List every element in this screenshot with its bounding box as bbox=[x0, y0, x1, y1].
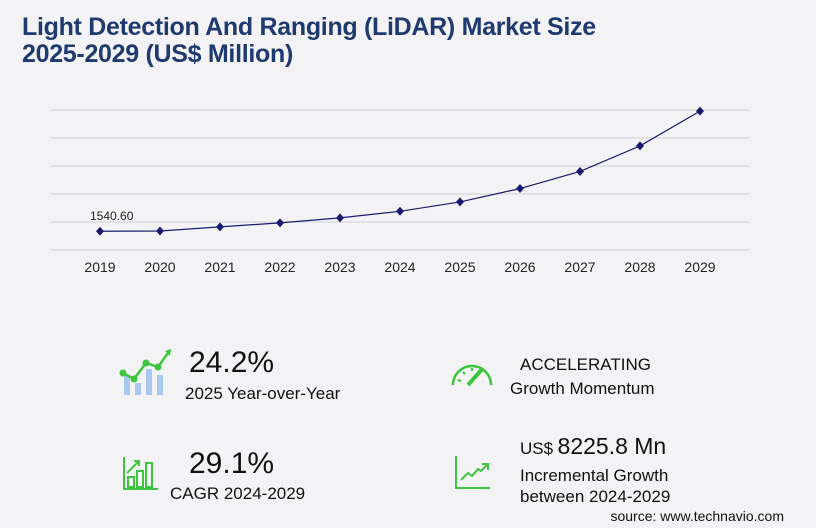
x-tick-label: 2022 bbox=[264, 259, 295, 275]
yoy-label: 2025 Year-over-Year bbox=[185, 384, 341, 403]
x-tick-label: 2025 bbox=[444, 259, 475, 275]
x-tick-label: 2020 bbox=[144, 259, 175, 275]
line-chart: 2019 1540.60 2020 2021 2022 2023 2024 2025 2026 2… bbox=[50, 106, 750, 275]
speedometer-icon bbox=[451, 364, 493, 387]
data-point bbox=[156, 226, 164, 236]
data-point bbox=[96, 226, 104, 236]
x-tick-label: 2019 bbox=[84, 259, 115, 275]
momentum-label: Growth Momentum bbox=[510, 379, 655, 398]
title-line-2: 2025-2029 (US$ Million) bbox=[22, 40, 293, 68]
x-tick-label: 2023 bbox=[324, 259, 355, 275]
data-point bbox=[456, 197, 464, 207]
data-point bbox=[336, 213, 344, 223]
growth-bar-chart-icon bbox=[119, 349, 171, 395]
data-point bbox=[576, 166, 584, 176]
yoy-value: 24.2% bbox=[189, 346, 275, 379]
x-tick-label: 2029 bbox=[684, 259, 715, 275]
chart-title: Light Detection And Ranging (LiDAR) Mark… bbox=[22, 14, 596, 68]
data-point bbox=[216, 222, 224, 232]
increment-label-1: Incremental Growth bbox=[520, 466, 669, 485]
data-point bbox=[276, 218, 284, 228]
increment-label-2: between 2024-2029 bbox=[520, 487, 671, 506]
increment-value: 8225.8 Mn bbox=[557, 433, 667, 459]
title-line-1: Light Detection And Ranging (LiDAR) Mark… bbox=[22, 13, 596, 41]
x-tick-label: 2021 bbox=[204, 259, 235, 275]
data-point bbox=[696, 106, 704, 116]
x-tick-label: 2026 bbox=[504, 259, 535, 275]
source-note: source: www.technavio.com bbox=[610, 508, 784, 524]
x-tick-label: 2027 bbox=[564, 259, 595, 275]
cagr-label: CAGR 2024-2029 bbox=[170, 484, 306, 503]
data-label: 1540.60 bbox=[90, 209, 134, 223]
trend-up-icon bbox=[455, 456, 490, 489]
data-point bbox=[516, 184, 524, 194]
bar-chart-growth-icon bbox=[123, 457, 158, 490]
data-point bbox=[396, 206, 404, 216]
data-point bbox=[636, 141, 644, 151]
increment-prefix: US$ bbox=[520, 439, 554, 458]
cagr-value: 29.1% bbox=[189, 447, 275, 480]
increment-value-row: US$ 8225.8 Mn bbox=[520, 433, 666, 460]
x-tick-label: 2028 bbox=[624, 259, 655, 275]
momentum-value: ACCELERATING bbox=[520, 355, 651, 374]
x-tick-label: 2024 bbox=[384, 259, 415, 275]
